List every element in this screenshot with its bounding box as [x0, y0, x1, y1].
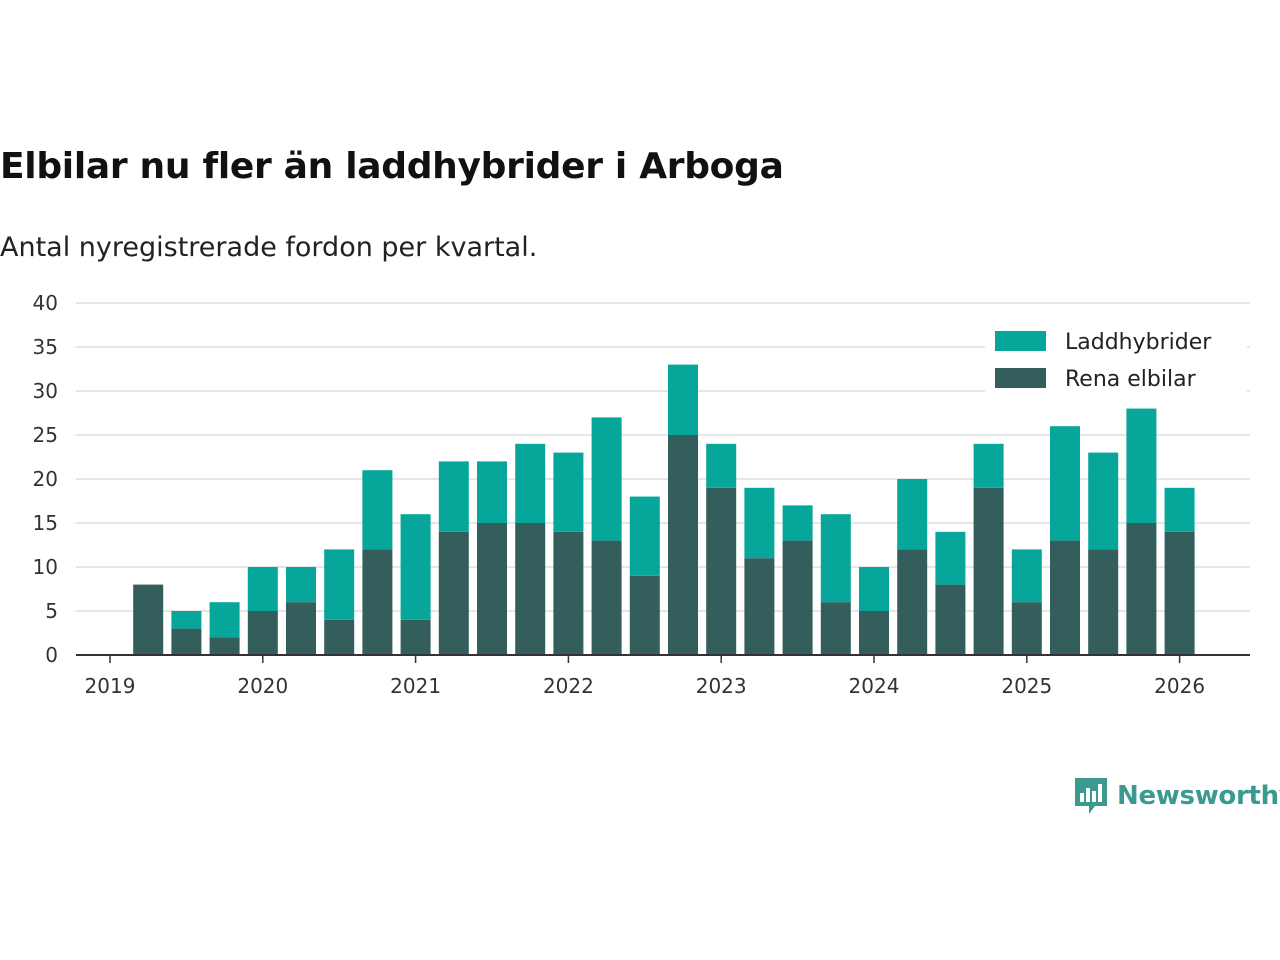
- y-tick-label: 0: [45, 643, 58, 667]
- y-tick-label: 20: [33, 467, 58, 491]
- bar-rena-elbilar-2026-Q1: [1164, 531, 1195, 655]
- y-tick-label: 10: [33, 555, 58, 579]
- bar-rena-elbilar-2025-Q1: [1011, 602, 1042, 655]
- y-tick-label: 15: [33, 511, 58, 535]
- bar-rena-elbilar-2019-Q4: [209, 637, 240, 655]
- y-tick-label: 25: [33, 423, 58, 447]
- y-tick-label: 30: [33, 379, 58, 403]
- bar-rena-elbilar-2019-Q3: [171, 628, 202, 655]
- bar-laddhybrider-2020-Q4: [362, 470, 393, 550]
- bar-rena-elbilar-2022-Q2: [591, 540, 622, 655]
- legend-label-laddhybrider: Laddhybrider: [1065, 330, 1212, 355]
- bar-rena-elbilar-2021-Q1: [400, 619, 431, 655]
- y-tick-label: 5: [45, 599, 58, 623]
- bar-laddhybrider-2024-Q3: [935, 531, 966, 585]
- bar-rena-elbilar-2020-Q2: [286, 602, 316, 655]
- bar-laddhybrider-2024-Q2: [897, 479, 928, 550]
- bar-rena-elbilar-2023-Q1: [706, 487, 737, 655]
- bar-laddhybrider-2022-Q2: [591, 417, 622, 541]
- bar-laddhybrider-2020-Q2: [286, 567, 316, 603]
- bar-laddhybrider-2025-Q3: [1088, 452, 1119, 550]
- bar-rena-elbilar-2019-Q2: [133, 584, 164, 655]
- bar-rena-elbilar-2024-Q1: [859, 611, 889, 655]
- bar-rena-elbilar-2021-Q2: [438, 531, 469, 655]
- bar-laddhybrider-2023-Q1: [706, 443, 737, 488]
- bar-laddhybrider-2020-Q1: [247, 567, 278, 611]
- bar-rena-elbilar-2022-Q1: [553, 531, 584, 655]
- legend-swatch-rena-elbilar: [995, 368, 1046, 388]
- bar-laddhybrider-2021-Q1: [400, 514, 431, 620]
- bar-rena-elbilar-2023-Q2: [744, 558, 775, 655]
- bar-rena-elbilar-2022-Q3: [629, 575, 660, 655]
- bar-laddhybrider-2023-Q4: [820, 514, 851, 603]
- bar-rena-elbilar-2025-Q3: [1088, 549, 1119, 655]
- bar-rena-elbilar-2023-Q3: [782, 540, 813, 655]
- y-tick-label: 35: [33, 335, 58, 359]
- x-tick-label: 2025: [1001, 674, 1052, 698]
- bar-rena-elbilar-2023-Q4: [820, 602, 851, 655]
- bar-rena-elbilar-2020-Q4: [362, 549, 393, 655]
- bar-laddhybrider-2023-Q3: [782, 505, 813, 541]
- brand-logo: Newsworthy: [1073, 776, 1280, 816]
- bar-laddhybrider-2021-Q4: [515, 443, 546, 523]
- bar-laddhybrider-2021-Q3: [477, 461, 507, 523]
- bar-laddhybrider-2025-Q2: [1050, 426, 1080, 541]
- x-tick-label: 2023: [696, 674, 747, 698]
- bar-rena-elbilar-2020-Q1: [247, 611, 278, 655]
- bar-laddhybrider-2023-Q2: [744, 487, 775, 559]
- bar-laddhybrider-2021-Q2: [438, 461, 469, 532]
- bar-laddhybrider-2019-Q3: [171, 611, 202, 629]
- bar-rena-elbilar-2025-Q2: [1050, 540, 1080, 655]
- bar-rena-elbilar-2024-Q2: [897, 549, 928, 655]
- chart-title: Elbilar nu fler än laddhybrider i Arboga: [0, 146, 784, 187]
- bar-laddhybrider-2022-Q3: [629, 496, 660, 576]
- bar-laddhybrider-2022-Q1: [553, 452, 584, 532]
- bar-laddhybrider-2026-Q1: [1164, 487, 1195, 532]
- legend-label-rena-elbilar: Rena elbilar: [1065, 367, 1197, 392]
- bar-laddhybrider-2020-Q3: [324, 549, 355, 620]
- chart-subtitle: Antal nyregistrerade fordon per kvartal.: [0, 232, 538, 263]
- bar-rena-elbilar-2022-Q4: [668, 435, 698, 655]
- x-tick-label: 2020: [237, 674, 288, 698]
- legend: Laddhybrider Rena elbilar: [985, 322, 1247, 394]
- bar-rena-elbilar-2020-Q3: [324, 619, 355, 655]
- x-tick-label: 2026: [1154, 674, 1205, 698]
- x-tick-label: 2019: [85, 674, 136, 698]
- bar-laddhybrider-2024-Q4: [973, 443, 1004, 488]
- x-tick-label: 2022: [543, 674, 594, 698]
- bar-laddhybrider-2022-Q4: [668, 364, 698, 435]
- bar-rena-elbilar-2024-Q3: [935, 584, 966, 655]
- bar-series: [133, 364, 1195, 655]
- bar-rena-elbilar-2024-Q4: [973, 487, 1004, 655]
- x-axis: 2019 2020 2021 2022 2023 2024 2025 2026: [76, 654, 1250, 698]
- y-tick-label: 40: [33, 291, 58, 315]
- bar-laddhybrider-2025-Q4: [1126, 408, 1157, 523]
- bar-rena-elbilar-2021-Q3: [477, 523, 507, 655]
- brand-name: Newsworthy: [1117, 781, 1280, 811]
- bar-rena-elbilar-2021-Q4: [515, 523, 546, 655]
- bar-rena-elbilar-2025-Q4: [1126, 523, 1157, 655]
- newsworthy-logo-icon: [1075, 778, 1107, 814]
- y-axis-ticks: 0 5 10 15 20 25 30 35 40: [33, 291, 58, 667]
- bar-laddhybrider-2019-Q4: [209, 602, 240, 638]
- bar-laddhybrider-2025-Q1: [1011, 549, 1042, 603]
- bar-laddhybrider-2024-Q1: [859, 567, 889, 611]
- x-tick-label: 2024: [849, 674, 900, 698]
- legend-swatch-laddhybrider: [995, 331, 1046, 351]
- x-tick-label: 2021: [390, 674, 441, 698]
